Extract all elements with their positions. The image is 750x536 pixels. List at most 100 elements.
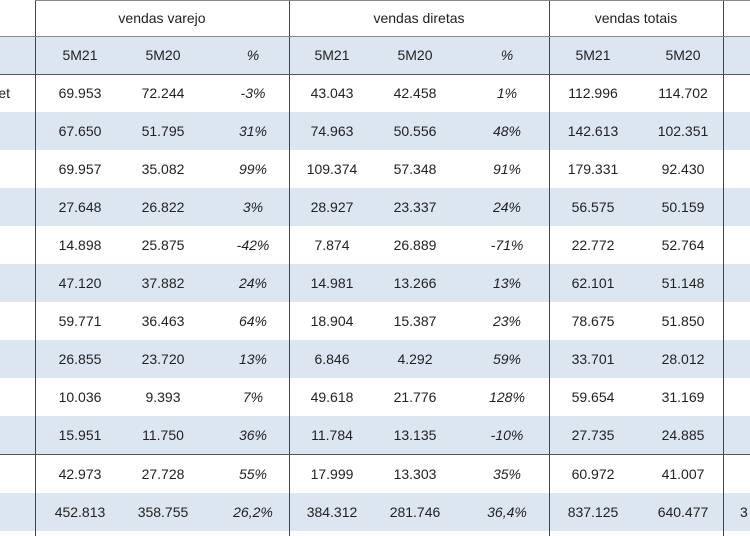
table-cell: 69.957 (58, 161, 102, 177)
table-cell: 51.850 (661, 313, 705, 329)
table-cell: 92.430 (661, 161, 705, 177)
table-cell: 11.750 (142, 427, 184, 443)
table-cell: 837.125 (567, 504, 619, 520)
table-cell (740, 340, 750, 378)
table-cell: 59.654 (571, 389, 615, 405)
table-cell (740, 150, 750, 188)
table-cell: 31% (238, 123, 268, 139)
table-cell: 72.244 (141, 85, 185, 101)
subheader-row: 5M21 5M20% 5M21 5M20% 5M21 5M20 (0, 36, 750, 74)
group-header-row: vendas varejo vendas diretas vendas totais (0, 0, 750, 36)
table-cell: 42.458 (393, 85, 437, 101)
table-cell: 56.575 (571, 199, 615, 215)
table-cell: 51.795 (141, 123, 185, 139)
table-cell: 13% (238, 351, 268, 367)
table-cell: 13.266 (393, 275, 437, 291)
table-cell (740, 188, 750, 226)
table-cell: 35% (492, 466, 522, 482)
table-cell: 59% (492, 351, 522, 367)
table-cell: 4.292 (397, 351, 433, 367)
row-label (0, 302, 10, 340)
row-label (0, 188, 10, 226)
table-cell: 281.746 (389, 504, 441, 520)
table-cell: 60.972 (571, 466, 615, 482)
column-divider (289, 0, 290, 536)
table-row: 10.036 9.393 7% 49.618 21.776 128% 59.654 31.16… (0, 378, 750, 416)
table-cell: 10.036 (58, 389, 102, 405)
column-header: 5M21 (314, 47, 350, 63)
table-cell: 41.007 (661, 466, 705, 482)
row-label (0, 455, 10, 493)
table-cell: 26,2% (233, 504, 273, 520)
table-cell: 13% (492, 275, 522, 291)
table-cell: 14.981 (310, 275, 354, 291)
table-cell: 69.953 (58, 85, 102, 101)
table-cell: 452.813 (54, 504, 106, 520)
group-header: vendas varejo (118, 10, 206, 26)
table-cell: 27.648 (58, 199, 102, 215)
table-cell: 55% (238, 466, 268, 482)
table-cell: 26.889 (393, 237, 437, 253)
table-cell: 26.822 (141, 199, 185, 215)
table-cell: 14.898 (58, 237, 102, 253)
table-cell: 28.012 (661, 351, 705, 367)
table-cell: 59.771 (58, 313, 102, 329)
table-row: 59.771 36.463 64% 18.904 15.387 23% 78.675 51.8… (0, 302, 750, 340)
table-cell (740, 264, 750, 302)
table-cell: 142.613 (567, 123, 619, 139)
table-cell (740, 378, 750, 416)
table-row: 26.855 23.720 13% 6.846 4.292 59% 33.701 28.012 (0, 340, 750, 378)
row-label (0, 340, 10, 378)
table-cell: 7.874 (314, 237, 350, 253)
table-cell: 36% (238, 427, 268, 443)
table-cell: -3% (240, 85, 266, 101)
group-header: vendas diretas (373, 10, 465, 26)
column-divider (35, 0, 36, 536)
table-cell: 109.374 (306, 161, 358, 177)
row-label (0, 226, 10, 264)
table-cell: 102.351 (657, 123, 709, 139)
table-cell: 26.855 (58, 351, 102, 367)
table-cell: 27.735 (571, 427, 615, 443)
table-cell: 23.720 (141, 351, 185, 367)
table-row: 15.951 11.750 36% 11.784 13.135 -10% 27.735 24.… (0, 416, 750, 454)
table-cell (740, 416, 750, 454)
table-cell: 7% (242, 389, 264, 405)
table-cell: 31.169 (661, 389, 705, 405)
table-cell: 36,4% (487, 504, 527, 520)
table-cell: 24.885 (661, 427, 705, 443)
table-cell: 28.927 (310, 199, 354, 215)
column-header: 5M20 (665, 47, 701, 63)
table-cell: 17.999 (310, 466, 354, 482)
column-header: 5M21 (575, 47, 611, 63)
column-divider (723, 0, 724, 536)
table-row: 42.973 27.728 55% 17.999 13.303 35% 60.972 41.0… (0, 455, 750, 493)
group-header: vendas totais (594, 10, 678, 26)
table-cell: 64% (238, 313, 268, 329)
table-cell: 99% (238, 161, 268, 177)
row-label (0, 493, 10, 531)
table-cell: 25.875 (141, 237, 185, 253)
table-cell: 22.772 (571, 237, 615, 253)
table-cell: 62.101 (571, 275, 615, 291)
column-header: 5M20 (145, 47, 181, 63)
table-cell: 78.675 (571, 313, 615, 329)
table-cell: 57.348 (393, 161, 437, 177)
table-cell (740, 302, 750, 340)
table-cell: 51.148 (661, 275, 705, 291)
table-cell: 128% (489, 389, 525, 405)
table-cell: 18.904 (310, 313, 354, 329)
row-divider (0, 36, 750, 37)
table-row: 452.813 358.755 26,2% 384.312 281.746 36,4% 83… (0, 493, 750, 531)
table-row: et 69.953 72.244 -3% 43.043 42.458 1% 112.996 11… (0, 74, 750, 112)
table-cell: 114.702 (658, 85, 708, 101)
table-cell: 13.135 (393, 427, 437, 443)
table-cell: 112.996 (568, 85, 618, 101)
table-cell: 35.082 (141, 161, 185, 177)
table-cell: 27.728 (141, 466, 185, 482)
table-cell: 179.331 (567, 161, 619, 177)
table-cell: -71% (490, 237, 524, 253)
table-cell: -10% (490, 427, 524, 443)
table-cell (740, 74, 750, 112)
table-cell: 33.701 (571, 351, 615, 367)
